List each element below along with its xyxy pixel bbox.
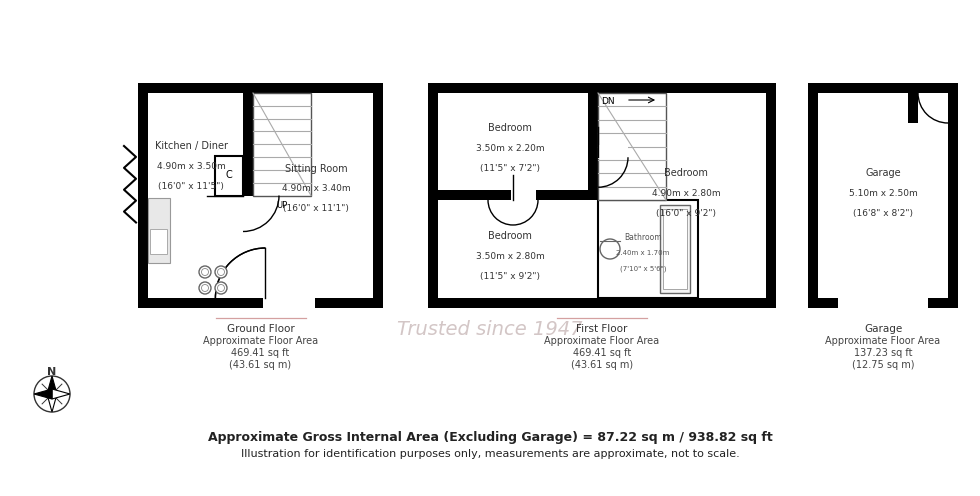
- Text: C: C: [225, 171, 232, 181]
- Bar: [428, 298, 776, 308]
- Bar: [838, 298, 928, 308]
- Bar: [438, 190, 588, 200]
- Circle shape: [600, 239, 620, 259]
- Text: UP: UP: [276, 201, 287, 210]
- Text: 469.41 sq ft: 469.41 sq ft: [573, 348, 631, 358]
- Text: First Floor: First Floor: [576, 324, 627, 334]
- Bar: [428, 83, 776, 308]
- Text: (16'0" x 11'1"): (16'0" x 11'1"): [283, 204, 349, 213]
- Bar: [428, 83, 776, 93]
- Circle shape: [218, 268, 224, 275]
- Text: 4.90m x 2.80m: 4.90m x 2.80m: [652, 189, 720, 198]
- Text: (11'5" x 9'2"): (11'5" x 9'2"): [480, 272, 540, 281]
- Bar: [948, 83, 958, 308]
- Text: (43.61 sq m): (43.61 sq m): [229, 360, 292, 370]
- Text: Bedroom: Bedroom: [488, 123, 532, 133]
- Circle shape: [199, 266, 211, 278]
- Bar: [588, 93, 598, 200]
- Text: N: N: [47, 367, 57, 377]
- Bar: [138, 83, 383, 93]
- Bar: [808, 83, 958, 93]
- Text: Approximate Gross Internal Area (Excluding Garage) = 87.22 sq m / 938.82 sq ft: Approximate Gross Internal Area (Excludi…: [208, 432, 772, 444]
- Text: Garage: Garage: [864, 324, 903, 334]
- Text: Bedroom: Bedroom: [488, 231, 532, 241]
- Bar: [766, 83, 776, 308]
- Bar: [808, 83, 818, 308]
- Text: Illustration for identification purposes only, measurements are approximate, not: Illustration for identification purposes…: [241, 449, 739, 459]
- Circle shape: [199, 282, 211, 294]
- Circle shape: [202, 268, 209, 275]
- Bar: [373, 83, 383, 308]
- Text: 5.10m x 2.50m: 5.10m x 2.50m: [849, 189, 917, 198]
- Bar: [808, 83, 958, 308]
- Circle shape: [215, 282, 227, 294]
- Bar: [660, 205, 690, 293]
- Polygon shape: [52, 389, 70, 399]
- Bar: [264, 297, 316, 308]
- Text: 2.40m x 1.70m: 2.40m x 1.70m: [616, 250, 669, 256]
- Bar: [663, 209, 687, 289]
- Text: Bathroom: Bathroom: [624, 233, 662, 242]
- Bar: [150, 229, 167, 254]
- Text: 4.90m x 3.40m: 4.90m x 3.40m: [281, 184, 350, 193]
- Bar: [808, 298, 958, 308]
- Text: (16'8" x 8'2"): (16'8" x 8'2"): [853, 209, 913, 218]
- Circle shape: [34, 376, 70, 412]
- Text: (16'0" x 11'5"): (16'0" x 11'5"): [158, 182, 224, 191]
- Bar: [511, 189, 536, 200]
- Circle shape: [215, 266, 227, 278]
- Bar: [598, 200, 698, 298]
- Text: Approximate Floor Area: Approximate Floor Area: [203, 336, 318, 346]
- Bar: [138, 83, 148, 308]
- Text: 137.23 sq ft: 137.23 sq ft: [854, 348, 912, 358]
- Circle shape: [218, 285, 224, 292]
- Bar: [598, 93, 666, 200]
- Bar: [243, 83, 253, 195]
- Text: 3.50m x 2.20m: 3.50m x 2.20m: [475, 144, 544, 153]
- Bar: [908, 93, 918, 123]
- Polygon shape: [47, 376, 57, 394]
- Bar: [253, 93, 311, 195]
- Text: 4.90m x 3.50m: 4.90m x 3.50m: [157, 162, 225, 171]
- Bar: [598, 145, 628, 159]
- Text: (43.61 sq m): (43.61 sq m): [571, 360, 633, 370]
- Text: Approximate Floor Area: Approximate Floor Area: [825, 336, 941, 346]
- Bar: [138, 83, 383, 308]
- Bar: [148, 198, 170, 263]
- Text: (16'0" x 9'2"): (16'0" x 9'2"): [656, 209, 716, 218]
- Text: Trusted since 1947: Trusted since 1947: [397, 320, 583, 339]
- Text: 3.50m x 2.80m: 3.50m x 2.80m: [475, 252, 544, 261]
- Bar: [215, 156, 243, 195]
- Text: Bedroom: Bedroom: [664, 168, 708, 178]
- Circle shape: [202, 285, 209, 292]
- Text: Kitchen / Diner: Kitchen / Diner: [155, 141, 227, 151]
- Text: Sitting Room: Sitting Room: [284, 164, 347, 174]
- Text: Garage: Garage: [865, 168, 901, 178]
- Bar: [138, 298, 383, 308]
- Text: (12.75 sq m): (12.75 sq m): [852, 360, 914, 370]
- Polygon shape: [47, 394, 57, 412]
- Bar: [428, 83, 438, 308]
- Text: (7'10" x 5'6"): (7'10" x 5'6"): [619, 265, 666, 272]
- Text: (11'5" x 7'2"): (11'5" x 7'2"): [480, 164, 540, 173]
- Text: Ground Floor: Ground Floor: [226, 324, 294, 334]
- Text: DN: DN: [601, 97, 614, 106]
- Bar: [148, 198, 170, 263]
- Polygon shape: [34, 389, 52, 399]
- Text: 469.41 sq ft: 469.41 sq ft: [231, 348, 290, 358]
- Text: Approximate Floor Area: Approximate Floor Area: [545, 336, 660, 346]
